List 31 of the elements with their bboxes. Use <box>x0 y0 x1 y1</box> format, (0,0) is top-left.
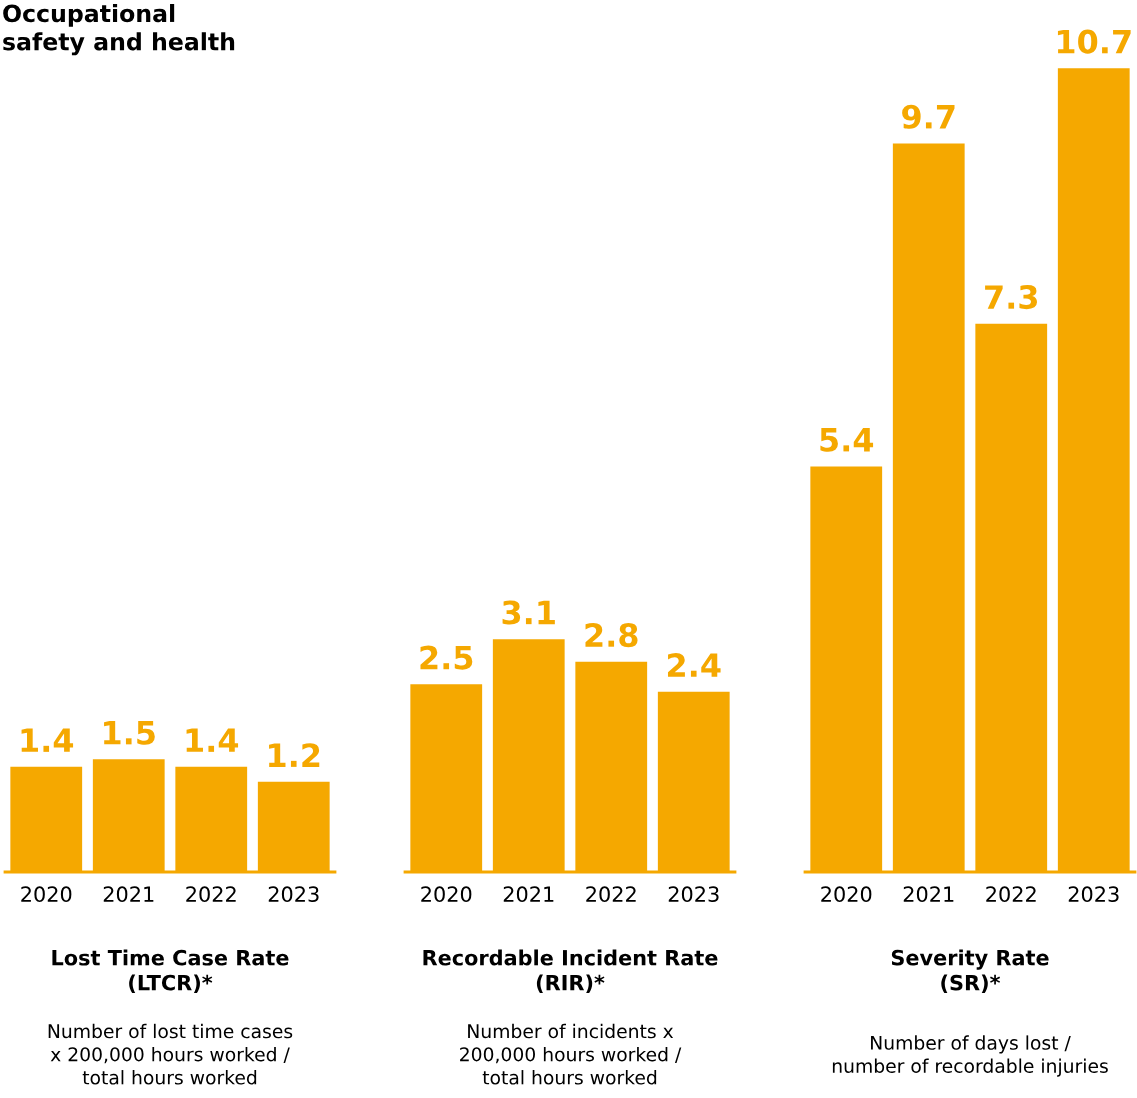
data-label: 9.7 <box>902 104 955 129</box>
x-tick-label: 2021 <box>503 886 554 903</box>
x-tick-label: 2021 <box>903 886 954 903</box>
data-label: 1.4 <box>186 728 239 752</box>
data-label: 3.1 <box>502 600 555 625</box>
x-tick-label: 2020 <box>821 886 872 903</box>
x-tick-label: 2023 <box>268 886 319 903</box>
x-tick-label: 2022 <box>186 886 236 903</box>
data-label: 2.5 <box>420 645 473 670</box>
x-tick-label: 2021 <box>103 886 154 903</box>
text: Number of lost time cases x 200,000 hours worked / total hours worked <box>48 1023 293 1085</box>
x-tick-label: 2023 <box>1068 886 1119 903</box>
data-label: 1.2 <box>269 743 320 767</box>
x-axis-title: Severity Rate (SR)* <box>891 949 1049 994</box>
x-axis-title: Recordable Incident Rate (RIR)* <box>423 949 718 993</box>
chart-title: Occupational safety and health <box>3 4 235 56</box>
x-tick-label: 2023 <box>668 886 719 903</box>
data-label: 2.4 <box>667 653 721 677</box>
text: Number of incidents x 200,000 hours worked / total hours worked <box>460 1023 682 1085</box>
data-label: 7.3 <box>985 284 1037 310</box>
text: Number of days lost / number of recordable injuries <box>832 1035 1108 1077</box>
x-tick-label: 2020 <box>421 886 472 903</box>
x-tick-label: 2022 <box>586 886 636 903</box>
x-tick-label: 2022 <box>986 886 1036 903</box>
x-tick-label: 2020 <box>21 886 72 903</box>
data-label: 5.4 <box>820 428 874 452</box>
data-label: 2.8 <box>585 622 638 648</box>
x-axis-title: Lost Time Case Rate (LTCR)* <box>52 949 289 993</box>
data-label: 10.7 <box>1057 29 1131 54</box>
data-label: 1.5 <box>104 721 155 745</box>
data-label: 1.4 <box>21 728 74 752</box>
